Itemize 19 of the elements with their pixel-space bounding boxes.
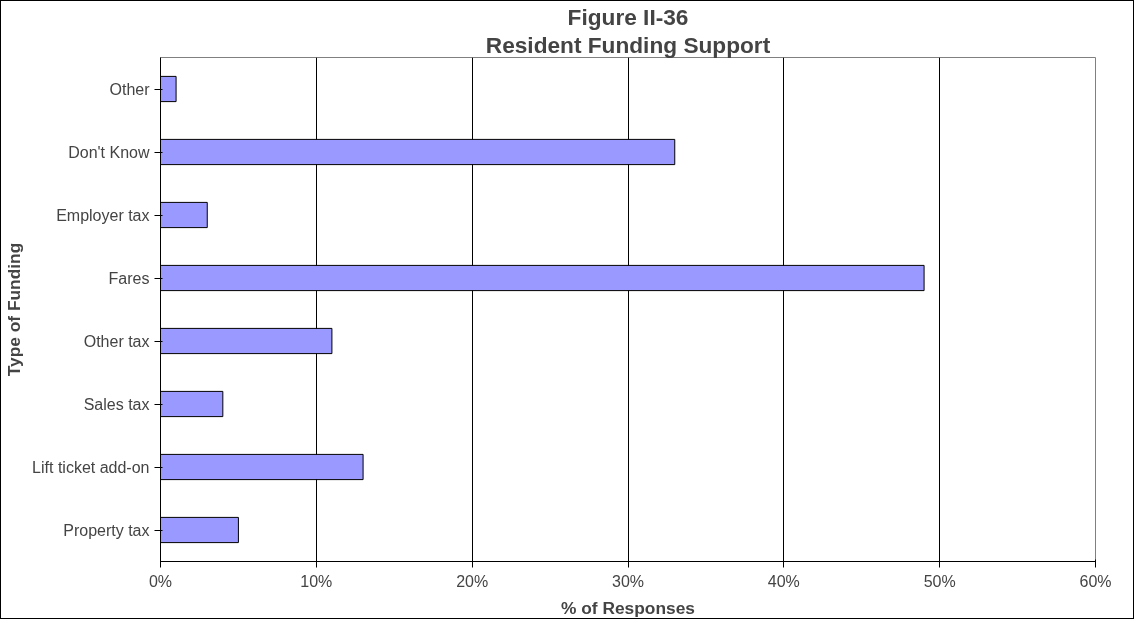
y-tick-label: Lift ticket add-on (32, 458, 150, 476)
x-tick-label: 30% (611, 572, 645, 590)
y-tick-label: Sales tax (83, 395, 150, 413)
y-tick-label: Other (109, 80, 151, 98)
y-tick-label: Don't Know (68, 143, 150, 161)
x-tick-label: 0% (148, 572, 173, 590)
x-tick-label: 40% (767, 572, 800, 590)
y-axis-title: Type of Funding (4, 242, 25, 377)
y-tick-label: Other tax (83, 332, 150, 350)
x-tick-label: 10% (300, 572, 333, 590)
y-tick-label: Property tax (63, 521, 150, 539)
chart-title: Figure II-36 (567, 3, 689, 30)
x-tick-label: 20% (456, 572, 489, 590)
chart-subtitle: Resident Funding Support (485, 31, 771, 58)
x-axis-title: % of Responses (561, 597, 695, 618)
y-tick-label: Employer tax (56, 206, 150, 224)
y-tick-label: Fares (108, 269, 150, 287)
x-tick-label: 60% (1079, 572, 1112, 590)
x-tick-label: 50% (923, 572, 956, 590)
